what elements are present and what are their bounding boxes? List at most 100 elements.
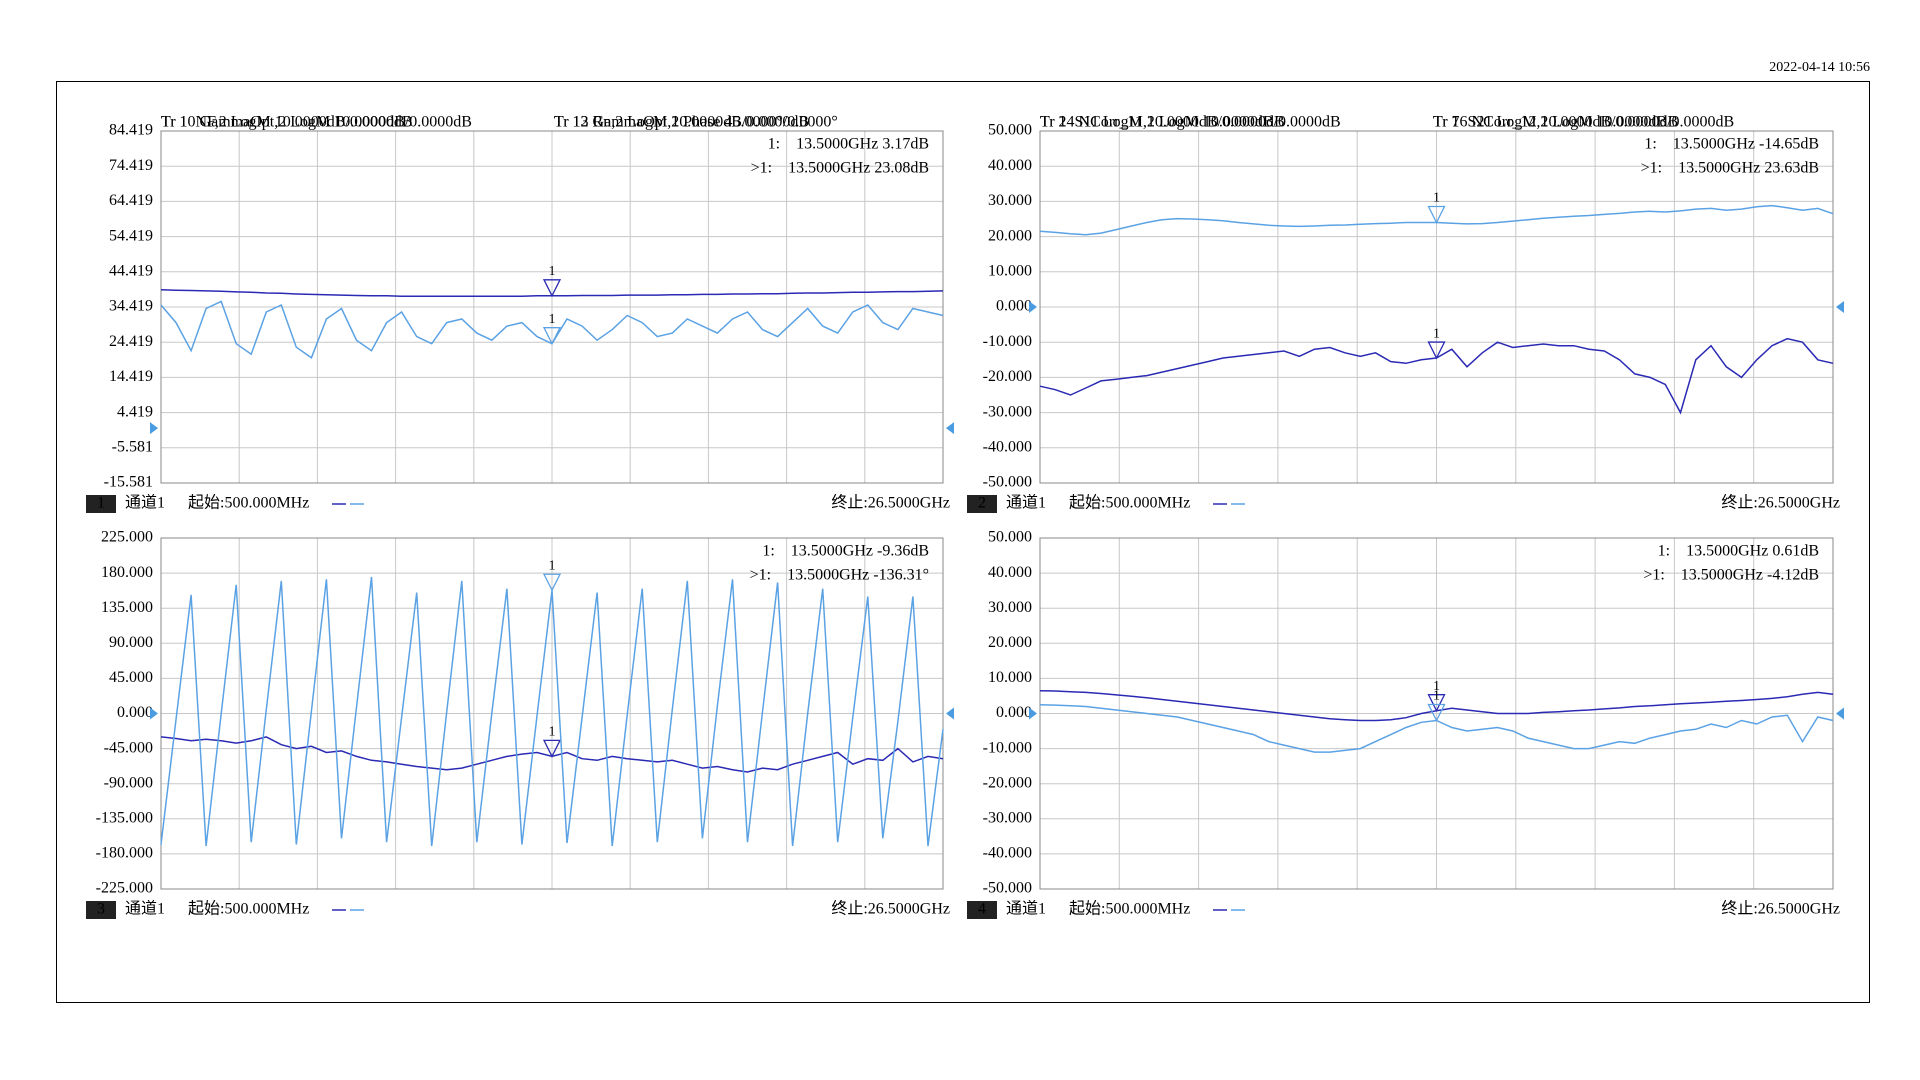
trace-header: Tr 12 Rn,2 LogM 10.0000dB/0.0000dB — [554, 114, 809, 131]
trace-header: Tr 2 S11 LogM 10.0000dB/0.0000dB — [1040, 114, 1285, 131]
y-tick-label: 0.000 — [996, 298, 1032, 315]
reference-arrow — [150, 707, 158, 720]
stop-frequency: 终止:26.5000GHz — [831, 494, 950, 512]
y-tick-label: -5.581 — [112, 438, 153, 455]
marker-readout: 1: 13.5000GHz -14.65dB — [1644, 136, 1819, 153]
y-tick-label: 14.419 — [109, 368, 153, 385]
y-tick-label: -20.000 — [983, 774, 1032, 791]
y-tick-label: 40.000 — [988, 157, 1032, 174]
frame — [56, 81, 1870, 1003]
start-frequency: 起始:500.000MHz — [1069, 900, 1190, 918]
channel-number: 4 — [978, 901, 986, 918]
marker-label: 1 — [1433, 679, 1440, 694]
marker-triangle — [1427, 694, 1446, 713]
plot-border — [160, 130, 944, 484]
reference-arrow — [946, 707, 954, 720]
y-tick-label: 10.000 — [988, 669, 1032, 686]
channel-number-box — [967, 495, 997, 513]
y-tick-label: -50.000 — [983, 880, 1032, 897]
reference-arrow — [1836, 301, 1844, 313]
plot-border — [160, 537, 944, 890]
reference-arrow — [1029, 301, 1037, 313]
channel: 通道1 — [125, 494, 165, 512]
reference-arrow — [1029, 707, 1037, 720]
y-tick-label: -135.000 — [96, 809, 153, 826]
y-tick-label: 54.419 — [109, 227, 153, 244]
y-tick-label: 44.419 — [109, 262, 153, 279]
marker-triangle — [542, 739, 562, 758]
channel-number-box — [967, 901, 997, 919]
y-tick-label: 135.000 — [101, 599, 153, 616]
y-tick-label: 64.419 — [109, 192, 153, 209]
marker-readout: >1: 13.5000GHz 23.63dB — [1641, 160, 1819, 177]
channel-number: 2 — [978, 495, 986, 512]
trace-header: Tr 16 NCorr_12,2 LogM 10.0000dB/0.0000dB — [1433, 114, 1734, 131]
y-tick-label: 0.000 — [117, 704, 153, 721]
marker-label: 1 — [1433, 689, 1440, 704]
y-tick-label: -40.000 — [983, 438, 1032, 455]
y-tick-label: -50.000 — [983, 474, 1032, 491]
y-tick-label: -20.000 — [983, 368, 1032, 385]
marker-label: 1 — [549, 558, 556, 573]
timestamp: 2022-04-14 10:56 — [1769, 60, 1870, 75]
y-tick-label: 45.000 — [109, 669, 153, 686]
y-tick-label: -30.000 — [983, 403, 1032, 420]
stop-frequency: 终止:26.5000GHz — [1721, 900, 1840, 918]
marker-triangle — [1427, 205, 1446, 224]
channel-number-box — [86, 901, 116, 919]
y-tick-label: 4.419 — [117, 403, 153, 420]
y-tick-label: 84.419 — [109, 122, 153, 139]
y-tick-label: -45.000 — [104, 739, 153, 756]
start-frequency: 起始:500.000MHz — [188, 494, 309, 512]
y-tick-label: 50.000 — [988, 529, 1032, 546]
y-tick-label: 20.000 — [988, 227, 1032, 244]
marker-label: 1 — [1433, 326, 1440, 341]
trace-header: Tr 1 NF,2 LogM 10.0000dB/0.0000dB — [161, 114, 413, 131]
trace-header: Tr 10 GammaOpt,2 LogM 10.0000dB/0.0000dB — [161, 114, 472, 131]
marker-readout: >1: 13.5000GHz -4.12dB — [1643, 567, 1819, 584]
y-tick-label: -180.000 — [96, 845, 153, 862]
y-tick-label: -40.000 — [983, 845, 1032, 862]
marker-triangle — [1427, 341, 1446, 360]
marker-readout: >1: 13.5000GHz 23.08dB — [751, 160, 929, 177]
channel: 通道1 — [1006, 494, 1046, 512]
marker-triangle — [542, 327, 562, 346]
marker-label: 1 — [549, 264, 556, 279]
y-tick-label: 30.000 — [988, 599, 1032, 616]
channel-number: 1 — [97, 495, 105, 512]
channel: 通道1 — [125, 900, 165, 918]
trace-header: Tr 14 NCorr_11,2 LogM 10.0000dB/0.0000dB — [1040, 114, 1341, 131]
marker-label: 1 — [1433, 191, 1440, 206]
stop-frequency: 终止:26.5000GHz — [1721, 494, 1840, 512]
y-tick-label: -15.581 — [104, 474, 153, 491]
marker-label: 1 — [549, 725, 556, 740]
marker-triangle — [542, 573, 562, 592]
reference-arrow — [1836, 707, 1844, 720]
marker-triangle — [542, 279, 562, 298]
start-frequency: 起始:500.000MHz — [188, 900, 309, 918]
marker-triangle — [1427, 703, 1446, 722]
y-tick-label: -225.000 — [96, 880, 153, 897]
y-tick-label: 34.419 — [109, 298, 153, 315]
y-tick-label: 10.000 — [988, 262, 1032, 279]
y-tick-label: -10.000 — [983, 333, 1032, 350]
y-tick-label: 50.000 — [988, 122, 1032, 139]
y-tick-label: 180.000 — [101, 564, 153, 581]
reference-arrow — [946, 422, 954, 435]
trace-header: Tr 7 S21 LogM 10.0000dB/0.0000dB — [1433, 114, 1678, 131]
reference-arrow — [150, 422, 158, 435]
marker-label: 1 — [549, 312, 556, 327]
marker-readout: 1: 13.5000GHz -9.36dB — [762, 543, 929, 560]
marker-readout: 1: 13.5000GHz 3.17dB — [768, 136, 929, 153]
y-tick-label: 74.419 — [109, 157, 153, 174]
y-tick-label: 40.000 — [988, 564, 1032, 581]
marker-readout: >1: 13.5000GHz -136.31° — [750, 567, 929, 584]
y-tick-label: -10.000 — [983, 739, 1032, 756]
y-tick-label: -90.000 — [104, 774, 153, 791]
channel: 通道1 — [1006, 900, 1046, 918]
y-tick-label: 225.000 — [101, 529, 153, 546]
marker-readout: 1: 13.5000GHz 0.61dB — [1658, 543, 1819, 560]
y-tick-label: 24.419 — [109, 333, 153, 350]
